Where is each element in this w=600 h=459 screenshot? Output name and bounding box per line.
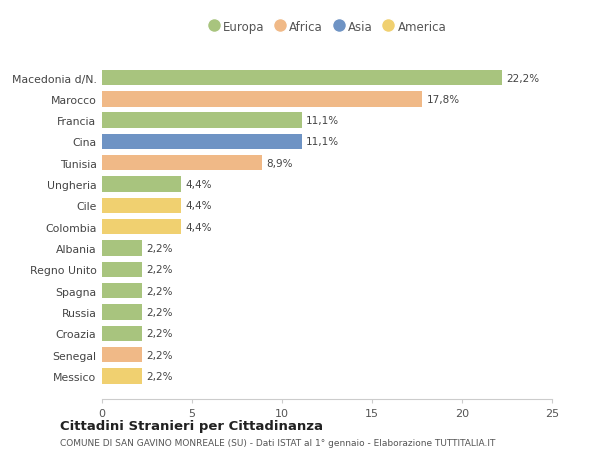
Text: 11,1%: 11,1% bbox=[307, 116, 340, 126]
Text: 2,2%: 2,2% bbox=[146, 371, 173, 381]
Bar bbox=[102, 241, 142, 256]
Bar bbox=[102, 113, 302, 129]
Text: 17,8%: 17,8% bbox=[427, 95, 460, 105]
Text: 8,9%: 8,9% bbox=[267, 158, 293, 168]
Bar bbox=[102, 219, 181, 235]
Text: 4,4%: 4,4% bbox=[186, 222, 212, 232]
Text: COMUNE DI SAN GAVINO MONREALE (SU) - Dati ISTAT al 1° gennaio - Elaborazione TUT: COMUNE DI SAN GAVINO MONREALE (SU) - Dat… bbox=[60, 438, 496, 447]
Text: 11,1%: 11,1% bbox=[307, 137, 340, 147]
Bar bbox=[102, 198, 181, 213]
Bar bbox=[102, 156, 262, 171]
Legend: Europa, Africa, Asia, America: Europa, Africa, Asia, America bbox=[203, 16, 451, 39]
Text: 2,2%: 2,2% bbox=[146, 286, 173, 296]
Bar bbox=[102, 326, 142, 341]
Text: 2,2%: 2,2% bbox=[146, 350, 173, 360]
Text: 2,2%: 2,2% bbox=[146, 307, 173, 317]
Bar bbox=[102, 305, 142, 320]
Bar bbox=[102, 134, 302, 150]
Text: 4,4%: 4,4% bbox=[186, 179, 212, 190]
Text: 2,2%: 2,2% bbox=[146, 329, 173, 338]
Bar bbox=[102, 283, 142, 299]
Bar bbox=[102, 369, 142, 384]
Text: 2,2%: 2,2% bbox=[146, 265, 173, 275]
Text: Cittadini Stranieri per Cittadinanza: Cittadini Stranieri per Cittadinanza bbox=[60, 419, 323, 432]
Bar bbox=[102, 347, 142, 363]
Bar bbox=[102, 262, 142, 277]
Text: 4,4%: 4,4% bbox=[186, 201, 212, 211]
Bar bbox=[102, 71, 502, 86]
Text: 22,2%: 22,2% bbox=[506, 73, 539, 84]
Text: 2,2%: 2,2% bbox=[146, 243, 173, 253]
Bar bbox=[102, 92, 422, 107]
Bar bbox=[102, 177, 181, 192]
